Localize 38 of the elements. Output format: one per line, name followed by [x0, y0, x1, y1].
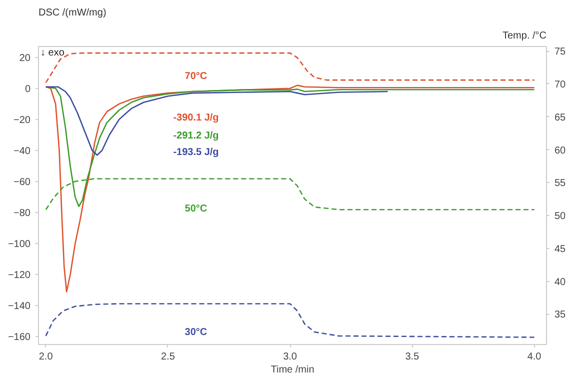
y2-tick-label: 70	[554, 79, 566, 90]
annotation: -193.5 J/g	[173, 146, 219, 158]
y-tick-label: 0	[24, 84, 31, 95]
annotation: 70°C	[184, 70, 208, 82]
y2-tick-label: 60	[554, 145, 566, 156]
y-tick-label: −40	[14, 146, 31, 157]
line-series	[45, 303, 535, 338]
line-series	[45, 84, 535, 292]
x-axis-title: Time /min	[270, 364, 314, 376]
y2-tick-label: 45	[554, 244, 566, 255]
y2-tick-label: 65	[554, 112, 566, 124]
y-tick-label: −60	[14, 177, 31, 188]
y-tick-label: −20	[14, 114, 31, 126]
y-tick-label: −160	[8, 332, 31, 344]
x-tick-label: 4.0	[527, 352, 542, 362]
y2-tick-label: 50	[554, 211, 566, 222]
y-axis-title: DSC /(mW/mg)	[38, 8, 106, 18]
annotation: 30°C	[184, 327, 208, 338]
x-tick-label: 3.0	[283, 352, 298, 362]
y2-tick-label: 35	[554, 310, 566, 321]
y2-axis-title: Temp. /°C	[502, 30, 547, 42]
y-tick-label: −100	[8, 239, 31, 250]
line-series	[45, 52, 535, 84]
y-tick-label: 20	[19, 52, 31, 64]
y2-tick-label: 40	[554, 276, 566, 288]
y-tick-label: −120	[8, 270, 31, 282]
annotation: -291.2 J/g	[173, 130, 219, 142]
y2-tick-label: 75	[554, 46, 566, 58]
y-tick-label: −140	[8, 301, 31, 312]
y-tick-label: −80	[14, 208, 31, 220]
line-series	[45, 86, 388, 156]
y2-tick-label: 55	[554, 178, 566, 190]
x-tick-label: 2.0	[38, 352, 54, 362]
x-tick-label: 3.5	[405, 352, 420, 362]
annotation: -390.1 J/g	[173, 112, 219, 124]
annotation: ↓ exo	[40, 48, 65, 58]
x-tick-label: 2.5	[160, 352, 176, 362]
annotation: 50°C	[184, 203, 208, 214]
